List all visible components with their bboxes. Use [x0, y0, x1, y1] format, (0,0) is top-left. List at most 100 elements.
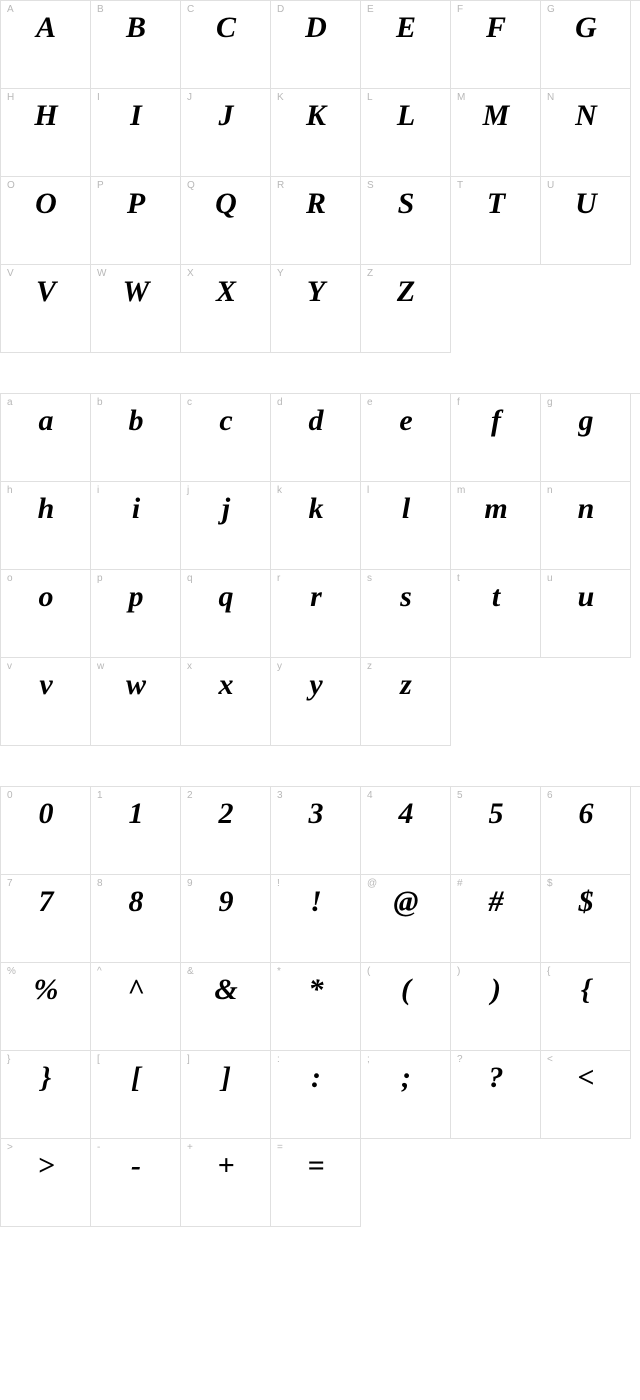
cell-glyph: I	[91, 89, 180, 186]
glyph-cell: ]]	[181, 1051, 271, 1139]
cell-label: @	[367, 878, 377, 889]
glyph-cell: yy	[271, 658, 361, 746]
glyph-cell: PP	[91, 177, 181, 265]
cell-glyph: F	[451, 1, 540, 98]
cell-glyph: (	[361, 963, 450, 1060]
cell-label: I	[97, 92, 100, 103]
cell-label: x	[187, 661, 192, 672]
cell-glyph: T	[451, 177, 540, 274]
cell-glyph: #	[451, 875, 540, 972]
cell-glyph: =	[271, 1139, 360, 1236]
cell-glyph: j	[181, 482, 270, 579]
glyph-cell: SS	[361, 177, 451, 265]
glyph-grid: AABBCCDDEEFFGGHHIIJJKKLLMMNNOOPPQQRRSSTT…	[0, 0, 640, 353]
glyph-chart: AABBCCDDEEFFGGHHIIJJKKLLMMNNOOPPQQRRSSTT…	[0, 0, 640, 1227]
cell-glyph: o	[1, 570, 90, 667]
cell-label: J	[187, 92, 192, 103]
cell-glyph: M	[451, 89, 540, 186]
glyph-cell: ::	[271, 1051, 361, 1139]
cell-glyph: E	[361, 1, 450, 98]
cell-label: c	[187, 397, 192, 408]
cell-glyph: x	[181, 658, 270, 755]
cell-label: H	[7, 92, 14, 103]
cell-label: #	[457, 878, 463, 889]
cell-label: $	[547, 878, 553, 889]
cell-label: U	[547, 180, 554, 191]
cell-label: 2	[187, 790, 193, 801]
cell-glyph: R	[271, 177, 360, 274]
cell-label: t	[457, 573, 460, 584]
glyph-cell: ++	[181, 1139, 271, 1227]
glyph-cell: AA	[1, 1, 91, 89]
glyph-cell: 99	[181, 875, 271, 963]
cell-label: (	[367, 966, 370, 977]
cell-glyph: c	[181, 394, 270, 491]
cell-label: V	[7, 268, 14, 279]
cell-label: L	[367, 92, 373, 103]
cell-glyph: m	[451, 482, 540, 579]
cell-glyph: f	[451, 394, 540, 491]
cell-label: w	[97, 661, 104, 672]
glyph-cell: gg	[541, 394, 631, 482]
cell-label: q	[187, 573, 193, 584]
cell-glyph: P	[91, 177, 180, 274]
glyph-cell: BB	[91, 1, 181, 89]
cell-label: =	[277, 1142, 283, 1153]
glyph-cell: JJ	[181, 89, 271, 177]
cell-glyph: [	[91, 1051, 180, 1148]
cell-label: d	[277, 397, 283, 408]
glyph-cell: vv	[1, 658, 91, 746]
cell-label: D	[277, 4, 284, 15]
glyph-cell: }}	[1, 1051, 91, 1139]
cell-label: f	[457, 397, 460, 408]
glyph-grid: aabbccddeeffgghhiijjkkllmmnnooppqqrrsstt…	[0, 393, 640, 746]
cell-label: v	[7, 661, 12, 672]
cell-label: S	[367, 180, 374, 191]
cell-label: ]	[187, 1054, 190, 1065]
glyph-cell: FF	[451, 1, 541, 89]
cell-label: }	[7, 1054, 10, 1065]
glyph-cell: ff	[451, 394, 541, 482]
glyph-cell: 88	[91, 875, 181, 963]
glyph-cell: bb	[91, 394, 181, 482]
glyph-grid: 00112233445566778899!!@@##$$%%^^&&**(())…	[0, 786, 640, 1227]
cell-label: :	[277, 1054, 280, 1065]
glyph-cell: dd	[271, 394, 361, 482]
cell-glyph: 6	[541, 787, 630, 884]
cell-label: N	[547, 92, 554, 103]
cell-label: [	[97, 1054, 100, 1065]
cell-label: r	[277, 573, 280, 584]
glyph-cell: TT	[451, 177, 541, 265]
glyph-cell: CC	[181, 1, 271, 89]
cell-glyph: B	[91, 1, 180, 98]
glyph-cell: ??	[451, 1051, 541, 1139]
cell-glyph: X	[181, 265, 270, 362]
glyph-cell: --	[91, 1139, 181, 1227]
glyph-cell: {{	[541, 963, 631, 1051]
cell-label: <	[547, 1054, 553, 1065]
cell-glyph: $	[541, 875, 630, 972]
glyph-cell: EE	[361, 1, 451, 89]
glyph-cell: 11	[91, 787, 181, 875]
cell-glyph: 0	[1, 787, 90, 884]
cell-label: R	[277, 180, 284, 191]
glyph-cell: $$	[541, 875, 631, 963]
cell-glyph: L	[361, 89, 450, 186]
cell-glyph: )	[451, 963, 540, 1060]
cell-glyph: t	[451, 570, 540, 667]
glyph-cell: 00	[1, 787, 91, 875]
cell-glyph: w	[91, 658, 180, 755]
glyph-cell: VV	[1, 265, 91, 353]
cell-label: 6	[547, 790, 553, 801]
cell-glyph: U	[541, 177, 630, 274]
cell-label: >	[7, 1142, 13, 1153]
cell-label: l	[367, 485, 369, 496]
cell-glyph: 2	[181, 787, 270, 884]
glyph-cell: RR	[271, 177, 361, 265]
cell-label: E	[367, 4, 374, 15]
cell-label: X	[187, 268, 194, 279]
cell-glyph: z	[361, 658, 450, 755]
cell-glyph: >	[1, 1139, 90, 1236]
cell-glyph: 3	[271, 787, 360, 884]
cell-glyph: ;	[361, 1051, 450, 1148]
